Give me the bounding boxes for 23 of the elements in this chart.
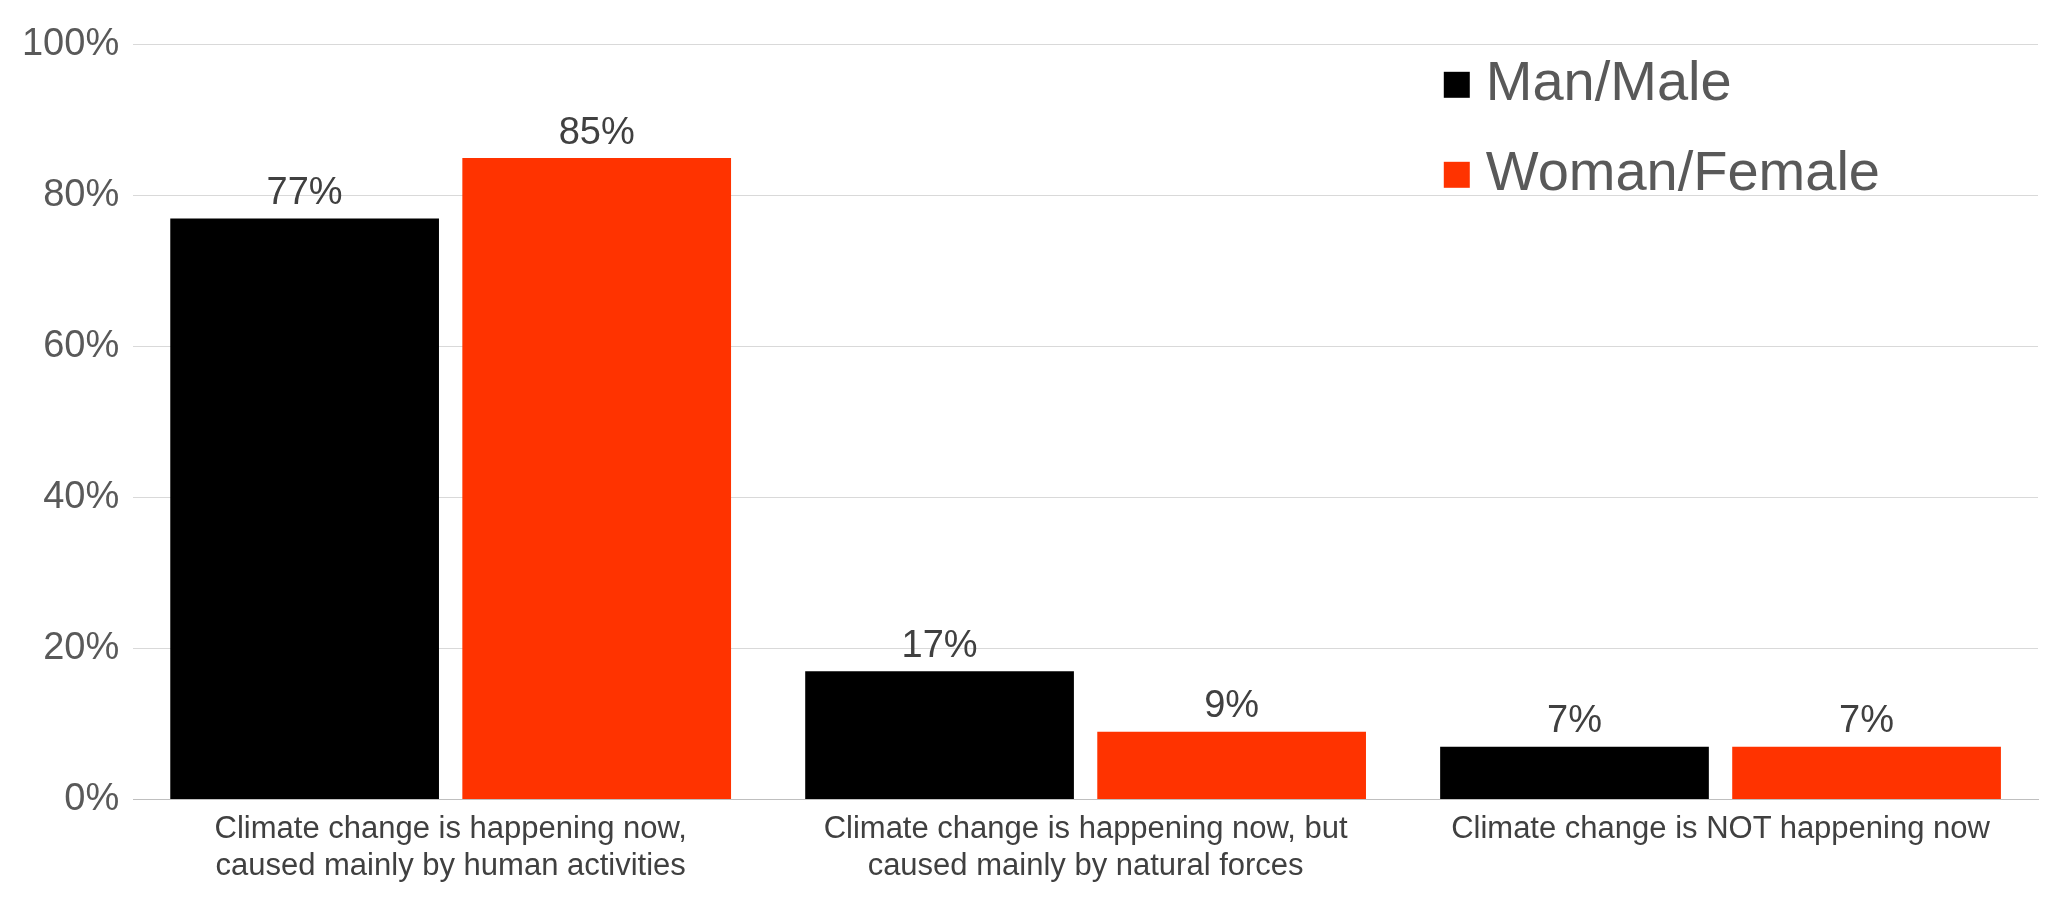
data-label: 7% — [1547, 698, 1602, 741]
y-tick-label: 40% — [43, 474, 120, 517]
bar — [805, 671, 1074, 800]
x-tick-label: Climate change is happening now, but caused mainly by natural forces — [823, 809, 1348, 882]
y-tick-label: 80% — [43, 172, 120, 215]
data-label: 7% — [1839, 698, 1895, 741]
bar — [462, 158, 732, 800]
data-label: 9% — [1204, 683, 1260, 726]
bar — [170, 218, 439, 800]
legend-label: Woman/Female — [1485, 139, 1880, 203]
y-tick-label: 0% — [64, 776, 120, 819]
bar — [1732, 746, 2001, 800]
y-tick-label: 60% — [43, 323, 120, 366]
legend-label: Man/Male — [1485, 49, 1732, 113]
y-tick-label: 20% — [43, 625, 120, 668]
x-tick-label: Climate change is happening now, caused mainly by human activities — [214, 809, 687, 882]
data-label: 85% — [558, 109, 635, 152]
bar — [1440, 746, 1709, 800]
y-tick-label: 100% — [21, 21, 120, 64]
data-label: 77% — [266, 169, 343, 212]
bar — [1097, 731, 1366, 800]
x-tick-label: Climate change is NOT happening now — [1451, 809, 1991, 845]
data-label: 17% — [901, 622, 978, 665]
